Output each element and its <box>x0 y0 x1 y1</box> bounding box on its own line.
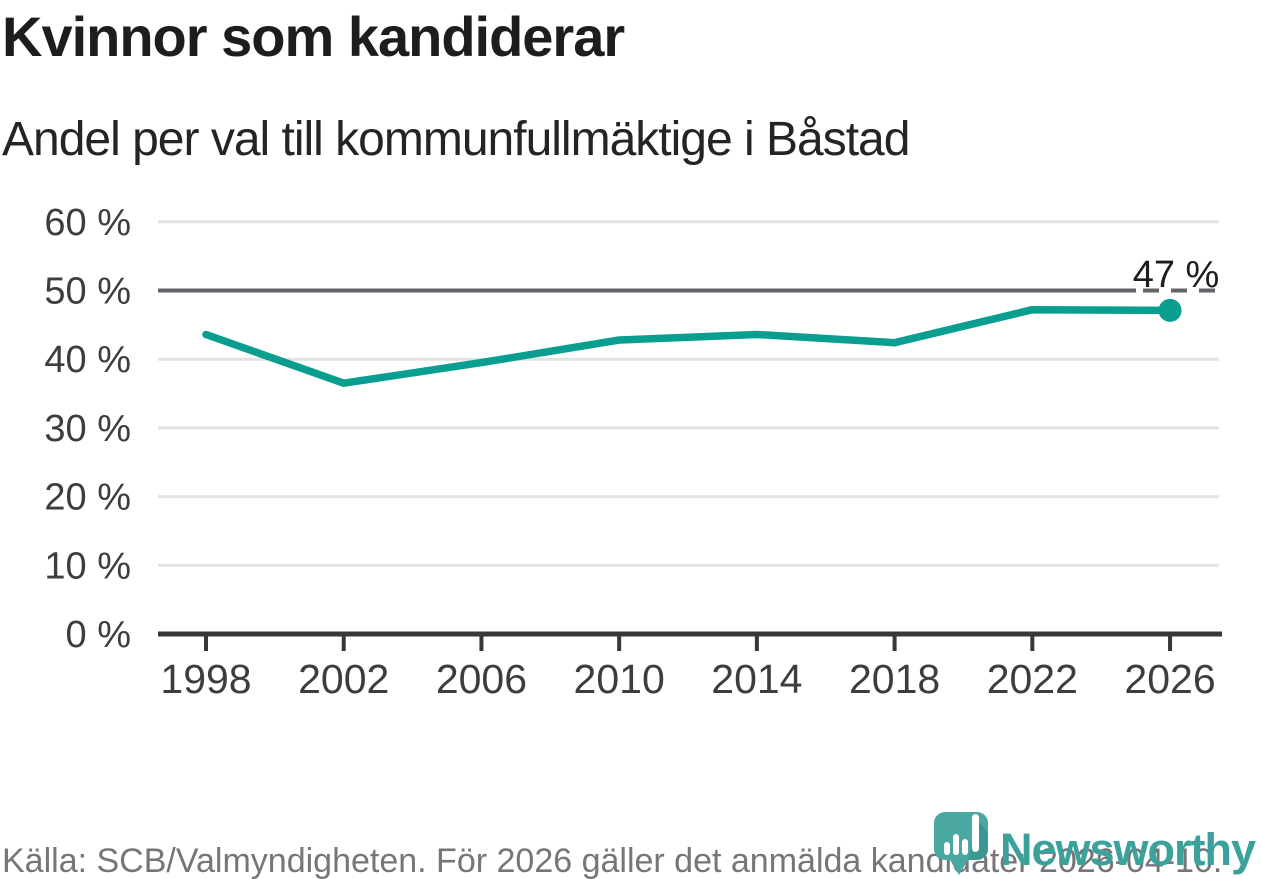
newsworthy-pin-icon <box>934 812 988 875</box>
bar-tall <box>972 814 979 852</box>
x-tick-label: 2026 <box>1124 656 1215 702</box>
newsworthy-wordmark: Newsworthy <box>1000 824 1256 875</box>
y-tick-label: 0 % <box>66 614 131 656</box>
y-tick-label: 30 % <box>44 408 131 450</box>
x-tick-label: 1998 <box>160 656 251 702</box>
x-tick-label: 2002 <box>298 656 389 702</box>
x-tick-label: 2014 <box>711 656 802 702</box>
source-note: Källa: SCB/Valmyndigheten. För 2026 gäll… <box>2 842 1223 879</box>
bar-small <box>944 842 950 855</box>
x-tick-label: 2010 <box>574 656 665 702</box>
y-tick-label: 20 % <box>44 477 131 519</box>
x-tick-label: 2018 <box>849 656 940 702</box>
chart-subtitle: Andel per val till kommunfullmäktige i B… <box>2 113 910 166</box>
y-tick-label: 40 % <box>44 339 131 381</box>
y-tick-label: 50 % <box>44 271 131 313</box>
x-tick-label: 2006 <box>436 656 527 702</box>
bar-small-2 <box>962 839 968 855</box>
x-tick-label: 2022 <box>987 656 1078 702</box>
last-value-annotation: 47 % <box>1133 254 1220 296</box>
y-tick-label: 60 % <box>44 202 131 244</box>
bar-medium <box>953 834 959 855</box>
last-point-marker <box>1158 298 1182 322</box>
y-tick-label: 10 % <box>44 545 131 587</box>
newsworthy-logo: Newsworthy <box>930 808 1256 878</box>
data-line-series <box>202 305 1174 387</box>
chart-title: Kvinnor som kandiderar <box>2 5 625 68</box>
